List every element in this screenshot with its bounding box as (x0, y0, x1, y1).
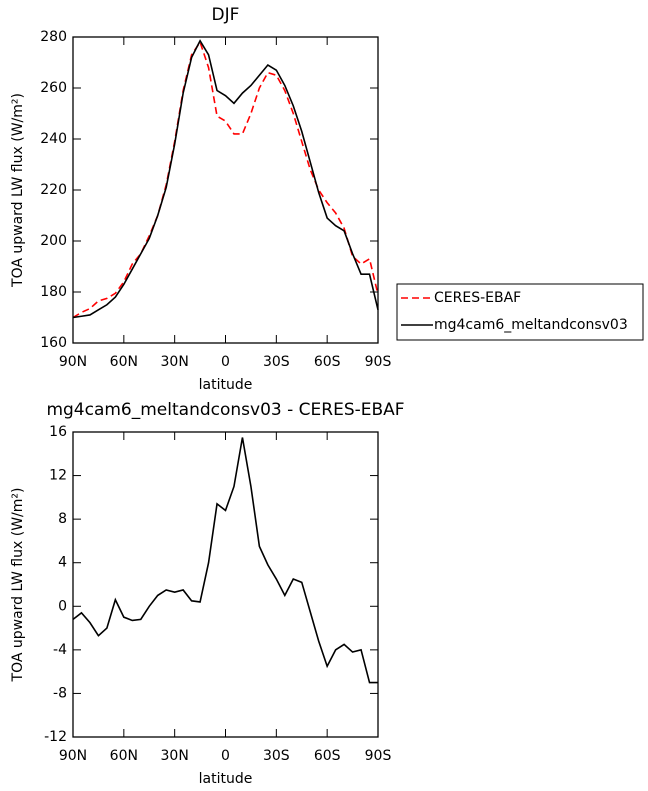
y-axis-label: TOA upward LW flux (W/m²) (10, 93, 26, 288)
x-tick-label: 90N (59, 354, 87, 370)
y-tick-label: -8 (53, 685, 67, 701)
y-tick-label: 220 (40, 182, 67, 198)
y-axis-label: TOA upward LW flux (W/m²) (10, 488, 26, 683)
legend-label: mg4cam6_meltandconsv03 (434, 317, 628, 333)
x-tick-label: 90S (365, 354, 392, 370)
y-tick-label: 260 (40, 80, 67, 96)
y-tick-label: 4 (58, 555, 67, 571)
plot-frame (72, 36, 379, 344)
series-line (72, 39, 379, 319)
x-tick-label: 0 (221, 354, 230, 370)
chart-title: mg4cam6_meltandconsv03 - CERES-EBAF (46, 400, 404, 420)
x-tick-label: 30N (161, 354, 189, 370)
plot-frame (72, 431, 379, 738)
series-line (72, 437, 378, 684)
y-tick-label: 200 (40, 233, 67, 249)
x-tick-label: 30S (263, 354, 290, 370)
chart-title: DJF (212, 5, 240, 25)
x-tick-label: 60N (110, 354, 138, 370)
legend-box (396, 283, 644, 341)
y-tick-label: 8 (58, 511, 67, 527)
y-tick-label: 16 (49, 424, 67, 440)
x-tick-label: 60S (314, 748, 341, 764)
y-tick-label: -4 (53, 642, 67, 658)
x-tick-label: 0 (221, 748, 230, 764)
y-tick-label: -12 (44, 729, 67, 745)
x-tick-label: 90S (365, 748, 392, 764)
series-line (72, 40, 379, 319)
y-tick-label: 180 (40, 284, 67, 300)
x-tick-label: 30N (161, 748, 189, 764)
x-axis-label: latitude (199, 377, 253, 393)
x-axis-label: latitude (199, 771, 253, 787)
y-tick-label: 160 (40, 335, 67, 351)
x-tick-label: 60S (314, 354, 341, 370)
y-tick-label: 0 (58, 598, 67, 614)
x-tick-label: 30S (263, 748, 290, 764)
y-tick-label: 240 (40, 131, 67, 147)
x-tick-label: 90N (59, 748, 87, 764)
x-tick-label: 60N (110, 748, 138, 764)
y-tick-label: 12 (49, 468, 67, 484)
y-tick-label: 280 (40, 29, 67, 45)
legend-label: CERES-EBAF (434, 290, 521, 306)
